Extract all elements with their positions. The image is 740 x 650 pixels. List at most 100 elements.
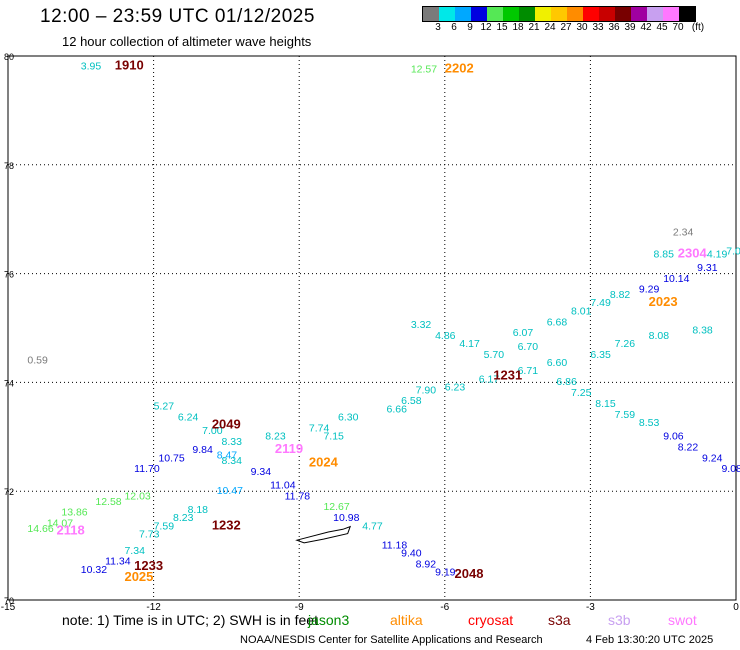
swh-label: 12.67 <box>323 501 349 513</box>
swh-label: 6.07 <box>513 327 534 339</box>
satellite-legend-cryosat: cryosat <box>468 612 514 628</box>
swh-label: 6.68 <box>547 316 568 328</box>
colorbar-swatch <box>439 7 455 21</box>
colorbar-swatch <box>471 7 487 21</box>
swh-label: 11.18 <box>382 539 408 551</box>
colorbar-swatch <box>519 7 535 21</box>
colorbar-swatch <box>583 7 599 21</box>
swh-label: 14.66 <box>27 523 53 535</box>
swh-label: 9.08 <box>721 463 740 475</box>
swh-label: 7.59 <box>154 520 175 532</box>
swh-label: 8.18 <box>188 504 209 516</box>
swh-label: 7.00 <box>726 246 740 258</box>
swh-label: 3.32 <box>411 319 432 331</box>
colorbar-tick-label: 39 <box>624 22 636 33</box>
swh-label: 7.00 <box>202 425 223 437</box>
colorbar-tick-label: 42 <box>640 22 652 33</box>
swh-label: 8.01 <box>571 305 592 317</box>
swh-label: 9.84 <box>192 444 213 456</box>
swh-label: 7.59 <box>615 409 636 421</box>
lat-tick-label: 76 <box>4 270 14 280</box>
pass-time-label: 2119 <box>275 441 303 456</box>
swh-label: 8.82 <box>610 289 631 301</box>
lon-tick-label: -15 <box>1 602 16 613</box>
swh-label: 4.17 <box>459 338 480 350</box>
colorbar-swatch <box>567 7 583 21</box>
colorbar-tick-label: 70 <box>672 22 684 33</box>
pass-time-label: 1910 <box>115 58 144 73</box>
swh-label: 10.98 <box>333 512 359 524</box>
map-frame <box>7 55 737 601</box>
swh-label: 8.47 <box>217 450 238 462</box>
island-outline <box>295 525 352 544</box>
swh-label: 6.35 <box>590 349 611 361</box>
swh-label: 8.23 <box>173 512 194 524</box>
pass-time-label: 1233 <box>134 558 163 573</box>
lat-tick-label: 70 <box>4 596 14 606</box>
swh-label: 5.70 <box>484 349 505 361</box>
colorbar-swatch <box>535 7 551 21</box>
pass-time-label: 2025 <box>124 569 153 584</box>
swh-label: 14.07 <box>47 518 73 530</box>
colorbar-tick-label: 45 <box>656 22 668 33</box>
pass-time-label: 2304 <box>678 245 708 260</box>
lat-tick-label: 78 <box>4 161 14 171</box>
lat-tick-label: 74 <box>4 378 14 388</box>
colorbar-swatch <box>647 7 663 21</box>
pass-time-label: 2049 <box>212 417 241 432</box>
swh-label: 9.19 <box>435 567 456 579</box>
swh-label: 7.26 <box>615 338 636 350</box>
swh-label: 6.71 <box>518 365 539 377</box>
satellite-legend-swot: swot <box>668 612 697 628</box>
page-title: 12:00 – 23:59 UTC 01/12/2025 <box>40 6 315 27</box>
swh-label: 4.77 <box>362 520 383 532</box>
colorbar-swatch <box>631 7 647 21</box>
swh-label: 9.34 <box>251 466 272 478</box>
colorbar-swatch <box>551 7 567 21</box>
swh-label: 6.66 <box>387 403 408 415</box>
swh-label: 6.70 <box>518 341 539 353</box>
swh-label: 4.19 <box>707 248 728 260</box>
swh-label: 12.57 <box>411 63 437 75</box>
swh-label: 3.95 <box>81 61 102 73</box>
swh-label: 8.85 <box>653 248 674 260</box>
swh-label: 7.25 <box>571 387 592 399</box>
colorbar-tick-label: 30 <box>576 22 588 33</box>
footer-timestamp: 4 Feb 13:30:20 UTC 2025 <box>586 634 714 646</box>
swh-label: 6.24 <box>178 411 199 423</box>
pass-time-label: 2048 <box>455 566 484 581</box>
swh-label: 6.30 <box>338 411 359 423</box>
swh-label: 8.92 <box>416 558 437 570</box>
page-subtitle: 12 hour collection of altimeter wave hei… <box>62 34 312 49</box>
swh-label: 8.33 <box>222 436 243 448</box>
colorbar-swatch <box>663 7 679 21</box>
lat-tick-label: 72 <box>4 487 14 497</box>
swh-label: 5.27 <box>154 401 175 413</box>
satellite-legend-s3b: s3b <box>608 612 631 628</box>
swh-label: 9.29 <box>639 284 660 296</box>
pass-time-label: 2118 <box>57 523 85 538</box>
lon-tick-label: -12 <box>146 602 161 613</box>
colorbar-swatch <box>503 7 519 21</box>
swh-label: 4.86 <box>435 330 456 342</box>
swh-label: 7.74 <box>309 422 330 434</box>
footer-credit: NOAA/NESDIS Center for Satellite Applica… <box>240 634 543 646</box>
swh-label: 11.34 <box>105 556 131 568</box>
swh-label: 6.17 <box>479 373 500 385</box>
swh-label: 9.24 <box>702 452 723 464</box>
swh-label: 11.70 <box>134 463 160 475</box>
colorbar-tick-label: 6 <box>451 22 457 33</box>
swh-label: 2.34 <box>673 227 694 239</box>
colorbar-tick-label: 18 <box>512 22 524 33</box>
lon-tick-label: -6 <box>440 602 449 613</box>
pass-time-label: 1231 <box>493 368 522 383</box>
swh-label: 9.31 <box>697 262 718 274</box>
swh-label: 10.75 <box>158 452 184 464</box>
colorbar-tick-label: 9 <box>467 22 473 33</box>
swh-label: 8.08 <box>649 330 670 342</box>
swh-label: 8.23 <box>265 431 286 443</box>
colorbar-swatch <box>455 7 471 21</box>
lon-tick-label: 0 <box>733 602 739 613</box>
colorbar-swatch <box>487 7 503 21</box>
pass-time-label: 1232 <box>212 517 241 532</box>
